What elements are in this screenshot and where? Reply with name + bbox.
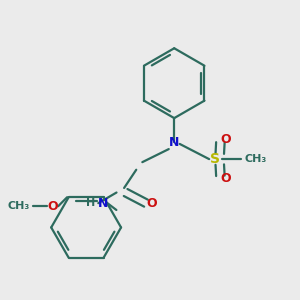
Text: O: O — [146, 197, 157, 210]
Text: O: O — [220, 133, 231, 146]
Text: O: O — [47, 200, 58, 213]
Text: CH₃: CH₃ — [244, 154, 266, 164]
Text: O: O — [220, 172, 231, 185]
Text: N: N — [169, 136, 179, 149]
Text: N: N — [98, 197, 108, 210]
Text: S: S — [210, 152, 220, 166]
Text: H: H — [86, 198, 95, 208]
Text: CH₃: CH₃ — [8, 201, 30, 211]
